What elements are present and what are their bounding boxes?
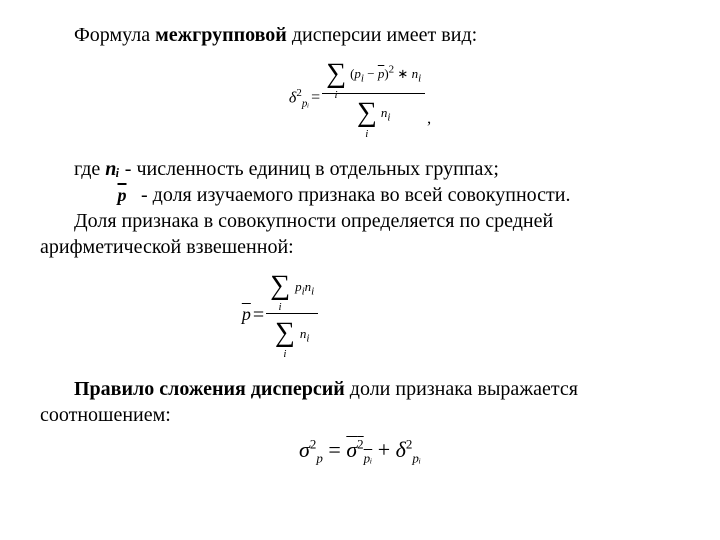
sigma-sub: i xyxy=(365,127,368,141)
intro-line: Формула межгрупповой дисперсии имеет вид… xyxy=(40,22,680,48)
f3-plus: + xyxy=(372,437,395,462)
intro-post: дисперсии имеет вид: xyxy=(287,24,477,46)
n-sub: i xyxy=(387,112,390,124)
sigma-sub: i xyxy=(335,88,338,102)
f3-subpi: pᵢ xyxy=(364,450,373,465)
f2-den-expr: ni xyxy=(300,326,310,341)
document-page: Формула межгрупповой дисперсии имеет вид… xyxy=(0,0,720,467)
para3-line2: соотношением: xyxy=(40,402,680,428)
f2-pbar: p xyxy=(242,303,251,326)
star: ∗ xyxy=(394,66,411,81)
sigma-glyph: ∑ xyxy=(275,317,295,348)
f2-num-expr: pini xyxy=(295,279,314,294)
f1-den-expr: ni xyxy=(381,105,391,120)
f1-den-sigma: ∑i xyxy=(357,95,377,131)
f1-lhs: δ2pᵢ xyxy=(289,86,309,111)
n-sub: i xyxy=(311,285,314,297)
f2-fraction: ∑i pini ∑i ni xyxy=(266,268,318,362)
minus: − xyxy=(364,66,378,81)
where1-rest: - численность единиц в отдельных группах… xyxy=(120,158,499,180)
f2-eq: = xyxy=(253,302,264,328)
f2-num-sigma: ∑i xyxy=(270,268,290,304)
formula-3: σ2p = σ2pᵢ + δ2pᵢ xyxy=(40,436,680,467)
f1-fraction: ∑i (pi − p)2 ∗ ni ∑i ni xyxy=(322,56,425,142)
f1-numerator: ∑i (pi − p)2 ∗ ni xyxy=(322,56,425,92)
f2-den-sigma: ∑i xyxy=(275,315,295,351)
f2-numerator: ∑i pini xyxy=(266,268,318,312)
ni-symbol: nᵢ xyxy=(105,158,120,180)
intro-bold: межгрупповой xyxy=(155,24,287,46)
para3-line1: Правило сложения дисперсий доли признака… xyxy=(40,376,680,402)
n-sub: i xyxy=(306,333,309,345)
f1-sub: pᵢ xyxy=(302,98,309,110)
para3-bold: Правило сложения дисперсий xyxy=(74,378,345,400)
sigma-glyph: ∑ xyxy=(270,270,290,301)
f3-sigma2: σ xyxy=(346,437,357,462)
where2-rest: - доля изучаемого признака во всей совок… xyxy=(136,184,570,206)
intro-pre: Формула xyxy=(74,24,155,46)
formula-1: δ2pᵢ = ∑i (pi − p)2 ∗ ni ∑i ni , xyxy=(40,56,680,142)
sigma-sub: i xyxy=(279,300,282,314)
para2-line2: арифметической взвешенной: xyxy=(40,234,680,260)
f2-denominator: ∑i ni xyxy=(266,315,318,361)
f1-num-sigma: ∑i xyxy=(326,56,346,92)
f3-delta: δ xyxy=(396,437,406,462)
where-line-1: где nᵢ - численность единиц в отдельных … xyxy=(40,156,680,182)
where-word: где xyxy=(74,158,105,180)
f3-subpi2: pᵢ xyxy=(412,450,421,465)
para2-line1: Доля признака в совокупности определяетс… xyxy=(40,208,680,234)
para3-rest: доли признака выражается xyxy=(345,378,578,400)
f1-num-expr: (pi − p)2 ∗ ni xyxy=(350,66,421,81)
f1-eq: = xyxy=(311,88,320,109)
sigma-glyph: ∑ xyxy=(357,97,377,128)
f3-sigma1: σ xyxy=(299,437,310,462)
where-line-2: p - доля изучаемого признака во всей сов… xyxy=(40,182,680,208)
pbar-symbol: p xyxy=(108,184,136,207)
n-sub: i xyxy=(418,72,421,84)
sigma-glyph: ∑ xyxy=(326,58,346,89)
f1-comma: , xyxy=(427,109,431,142)
sigma-sub: i xyxy=(283,347,286,361)
f3-eq: = xyxy=(323,437,346,462)
formula-2: p = ∑i pini ∑i ni xyxy=(0,268,680,362)
